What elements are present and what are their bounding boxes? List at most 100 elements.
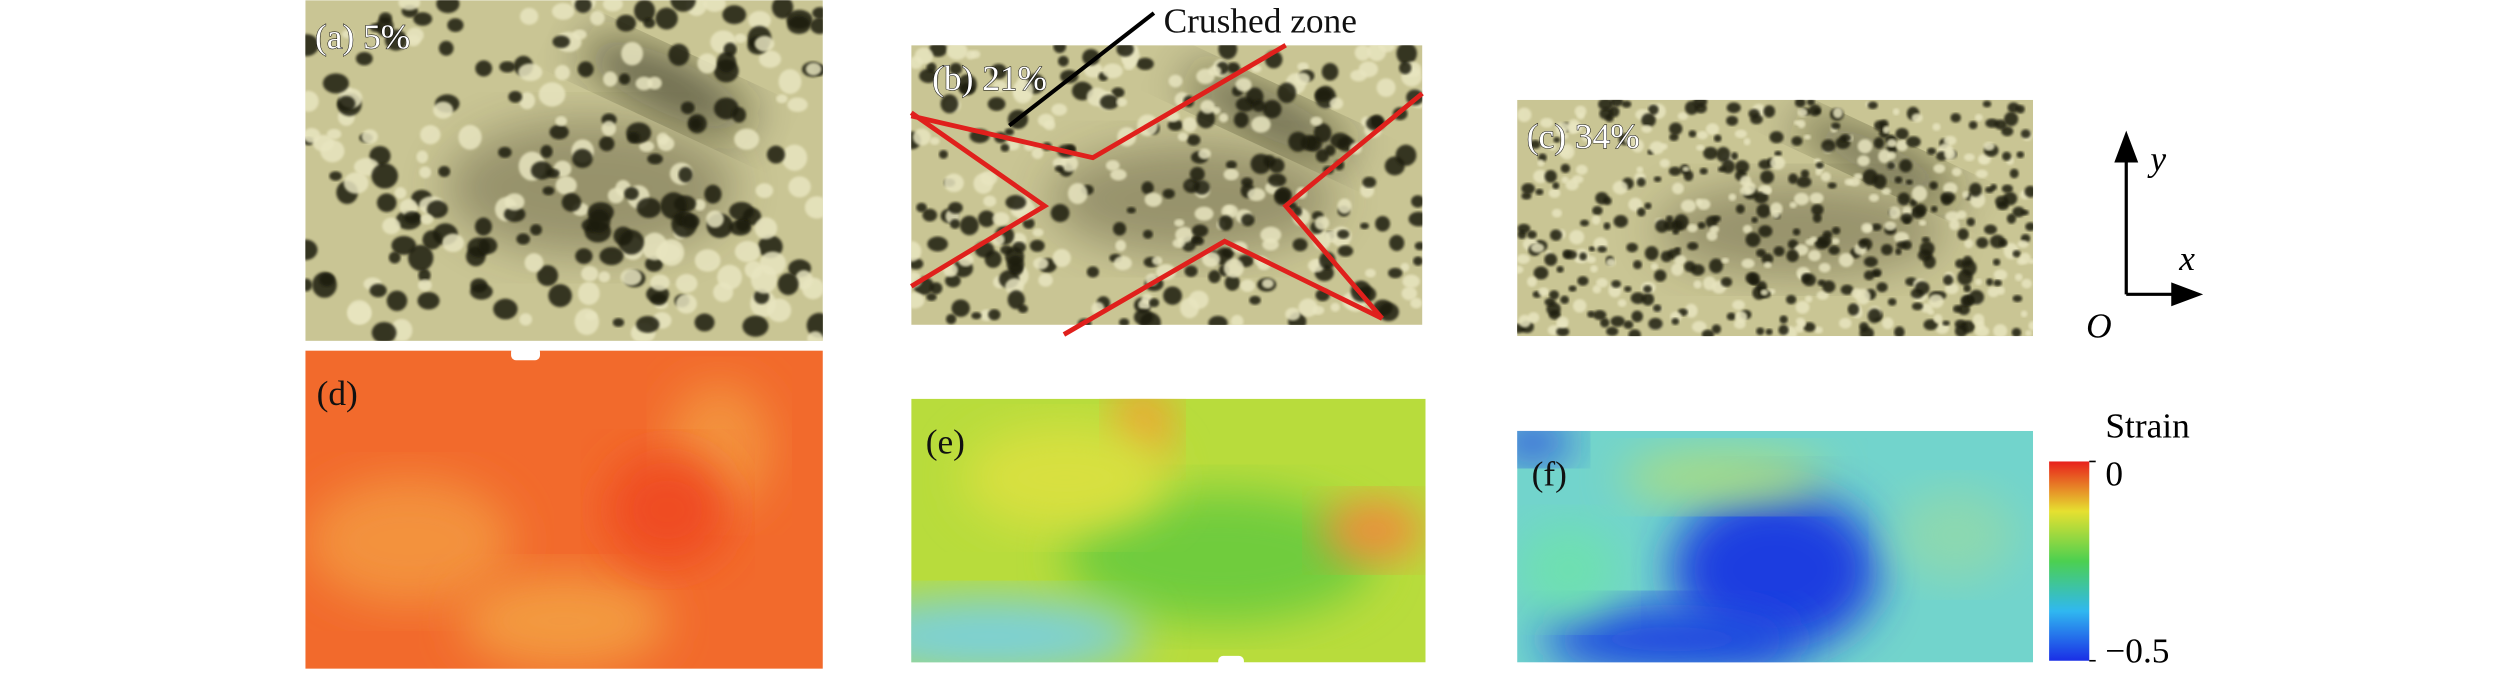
pore <box>1099 94 1119 110</box>
pore <box>1703 276 1717 291</box>
pore <box>1225 160 1237 170</box>
pore <box>1105 160 1120 171</box>
pore <box>992 80 1007 92</box>
pore <box>1251 100 1266 112</box>
pore <box>1796 176 1812 188</box>
pore <box>1033 257 1049 270</box>
pore <box>1791 136 1803 146</box>
pore <box>1579 219 1590 227</box>
pore <box>1314 216 1330 231</box>
pore <box>1932 123 1941 131</box>
pore <box>1141 181 1154 195</box>
axes-icon <box>2114 130 2204 307</box>
pore <box>548 284 572 308</box>
pore <box>1897 192 1911 206</box>
pore <box>949 219 961 229</box>
pore <box>1194 206 1214 221</box>
pore <box>1760 170 1775 184</box>
pore <box>1396 45 1417 65</box>
pore <box>1208 65 1222 77</box>
pore <box>1812 213 1822 223</box>
pore <box>1376 78 1396 97</box>
pore <box>1365 268 1376 278</box>
pore <box>382 217 401 235</box>
pore <box>1641 113 1656 128</box>
pore <box>1774 150 1782 157</box>
pore <box>305 278 313 292</box>
strain-map <box>911 398 1426 663</box>
pore <box>416 150 429 164</box>
pore <box>946 45 968 60</box>
pore <box>1537 159 1545 167</box>
pore <box>1555 122 1570 133</box>
pore <box>1517 265 1524 274</box>
pore <box>634 0 656 23</box>
pore <box>1969 182 1982 197</box>
pore <box>1734 160 1750 174</box>
pore <box>1274 188 1291 206</box>
pore <box>503 206 526 223</box>
strain-region <box>1620 449 1827 505</box>
pore <box>1116 97 1128 107</box>
pore <box>1802 273 1817 287</box>
pore <box>1886 161 1896 170</box>
pore <box>1636 177 1646 187</box>
pore <box>1292 238 1308 252</box>
pore <box>1808 250 1821 262</box>
pore <box>1867 308 1882 324</box>
pore <box>1112 222 1127 236</box>
pore <box>1853 173 1863 180</box>
pore <box>1133 308 1154 325</box>
pore <box>1881 188 1892 195</box>
pore <box>433 101 454 119</box>
pore <box>1872 174 1887 189</box>
pore <box>1224 205 1234 215</box>
pore <box>1358 61 1379 78</box>
pore <box>734 240 761 263</box>
pore <box>458 124 482 150</box>
pore <box>1533 169 1548 184</box>
pore <box>1559 143 1575 160</box>
pore <box>1696 144 1705 151</box>
pore <box>1758 159 1772 170</box>
pore <box>1247 188 1266 201</box>
pore <box>2025 222 2034 232</box>
pore <box>758 50 782 68</box>
pore <box>326 128 342 140</box>
pore <box>2016 151 2025 159</box>
pore <box>1697 130 1708 140</box>
pore <box>1241 213 1255 227</box>
pore <box>1529 139 1541 149</box>
pore <box>441 233 465 253</box>
pore <box>1886 139 1897 148</box>
strain-region <box>460 573 668 669</box>
pore <box>1659 158 1670 168</box>
pore <box>1905 179 1913 185</box>
pore <box>926 293 937 302</box>
pore <box>650 274 670 291</box>
notch <box>1218 655 1244 669</box>
pore <box>540 144 553 159</box>
pore <box>1606 258 1616 267</box>
pore <box>1876 282 1888 293</box>
pore <box>386 290 408 311</box>
pore <box>572 29 587 40</box>
pore <box>420 213 434 225</box>
pore <box>1067 182 1088 205</box>
pore <box>391 235 417 255</box>
pore <box>1337 245 1354 257</box>
pore <box>1895 127 1909 140</box>
pore <box>1569 229 1585 245</box>
pore <box>1556 265 1564 273</box>
pore <box>1606 326 1619 336</box>
pore <box>1911 302 1924 311</box>
photos <box>305 0 2034 341</box>
pore <box>1054 165 1064 173</box>
notch <box>511 347 540 361</box>
pore <box>1592 206 1603 216</box>
pore <box>1621 100 1632 108</box>
pore <box>1250 153 1272 175</box>
pore <box>376 193 397 213</box>
pore <box>1672 182 1684 195</box>
pore <box>1410 297 1423 309</box>
